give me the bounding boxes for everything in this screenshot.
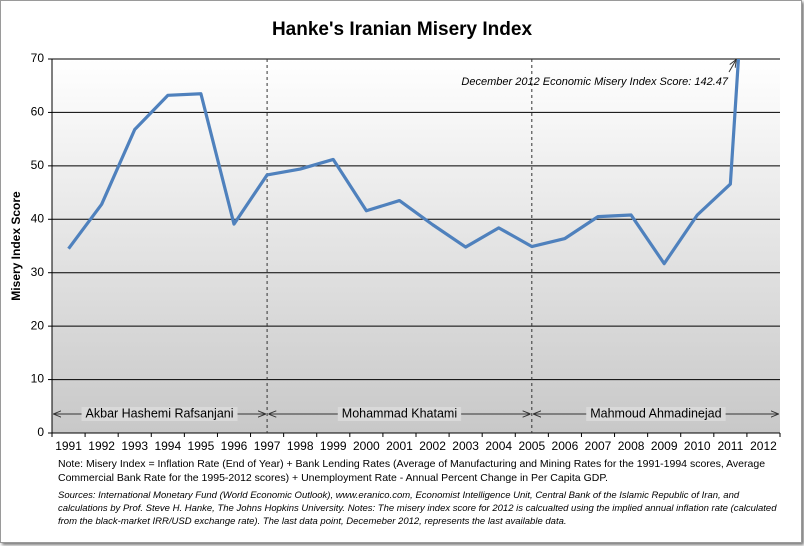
y-tick-label: 30 xyxy=(31,265,45,279)
y-axis-label: Misery Index Score xyxy=(9,191,23,301)
x-tick-label: 1998 xyxy=(287,439,314,453)
x-tick-label: 2010 xyxy=(684,439,711,453)
y-tick-label: 10 xyxy=(31,372,45,386)
x-tick-label: 2001 xyxy=(386,439,413,453)
x-tick-label: 1997 xyxy=(254,439,281,453)
x-tick-label: 2002 xyxy=(419,439,446,453)
x-tick-label: 1994 xyxy=(154,439,181,453)
y-tick-label: 60 xyxy=(31,105,45,119)
x-tick-label: 2011 xyxy=(717,439,743,453)
era-label: Mohammad Khatami xyxy=(342,406,457,420)
x-tick-label: 2008 xyxy=(618,439,645,453)
x-tick-label: 2007 xyxy=(585,439,612,453)
chart-title: Hanke's Iranian Misery Index xyxy=(272,19,533,40)
chart: Hanke's Iranian Misery Index Misery Inde… xyxy=(9,19,781,453)
series-group xyxy=(67,59,741,266)
sources: Sources: International Monetary Fund (Wo… xyxy=(58,490,777,527)
era-label: Akbar Hashemi Rafsanjani xyxy=(86,406,234,420)
x-tick-label: 2004 xyxy=(485,439,512,453)
y-tick-label: 50 xyxy=(31,158,45,172)
x-tick-label: 1991 xyxy=(55,439,82,453)
era-label-bg xyxy=(337,407,462,421)
note: Note: Misery Index = Inflation Rate (End… xyxy=(58,458,766,484)
x-tick-label: 1992 xyxy=(88,439,115,453)
x-tick-label: 2005 xyxy=(518,439,545,453)
x-tick-label: 2000 xyxy=(353,439,380,453)
y-tick-label: 40 xyxy=(31,211,45,225)
y-tick-label: 70 xyxy=(31,51,45,65)
annotation: December 2012 Economic Misery Index Scor… xyxy=(461,76,728,88)
annotation-arrow xyxy=(728,60,736,73)
plot-area xyxy=(52,59,780,433)
y-tick-label: 0 xyxy=(37,425,44,439)
series-line xyxy=(67,59,741,266)
x-tick-label: 1995 xyxy=(188,439,215,453)
era-label-bg xyxy=(586,407,726,421)
x-tick-label: 1993 xyxy=(121,439,148,453)
x-tick-label: 2009 xyxy=(651,439,678,453)
x-tick-label: 2006 xyxy=(552,439,579,453)
era-label-bg xyxy=(81,407,238,421)
x-tick-label: 2003 xyxy=(452,439,479,453)
x-tick-label: 1999 xyxy=(320,439,347,453)
y-tick-label: 20 xyxy=(31,318,45,332)
x-tick-label: 2012 xyxy=(750,439,777,453)
x-tick-label: 1996 xyxy=(221,439,248,453)
notes: Note: Misery Index = Inflation Rate (End… xyxy=(58,458,788,528)
era-label: Mahmoud Ahmadinejad xyxy=(590,406,721,420)
